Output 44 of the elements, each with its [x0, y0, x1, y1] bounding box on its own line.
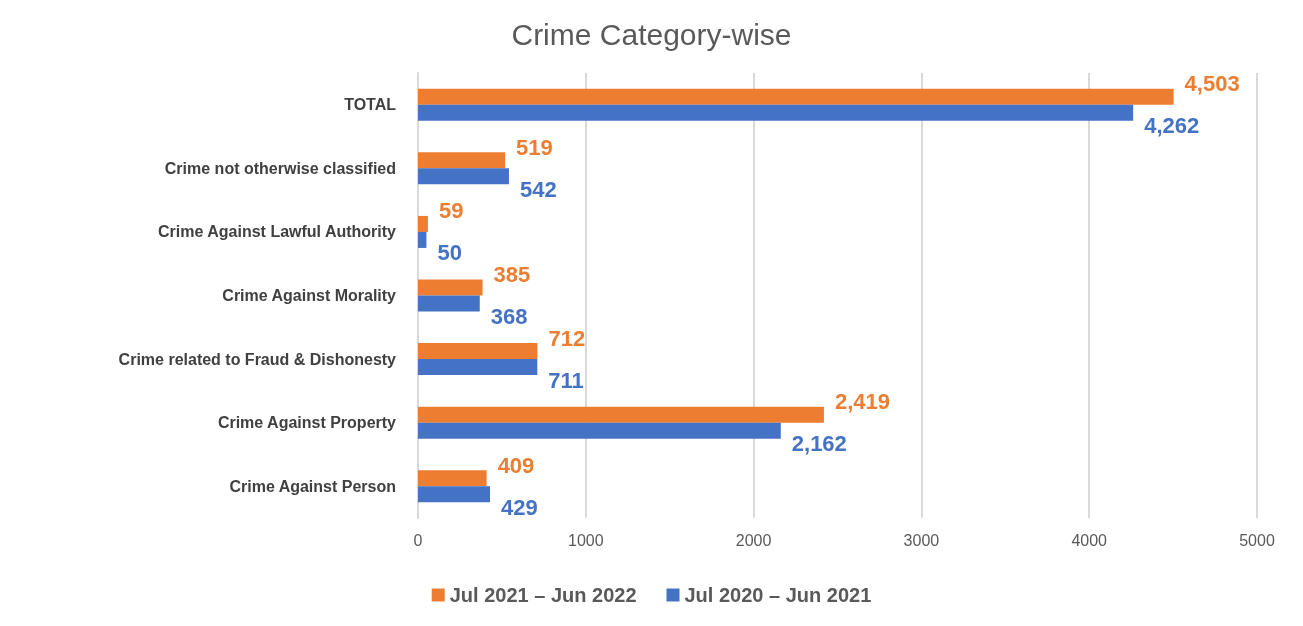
bar: [418, 486, 490, 503]
legend-label: Jul 2021 – Jun 2022: [449, 584, 637, 606]
bar: [418, 104, 1134, 121]
x-tick-label: 2000: [735, 531, 772, 549]
y-tick-label: Crime Against Lawful Authority: [158, 223, 397, 241]
data-label: 542: [519, 176, 557, 202]
data-label: 368: [490, 304, 528, 329]
bar: [418, 231, 427, 248]
y-tick-label: Crime not otherwise classified: [164, 159, 396, 177]
data-label: 429: [500, 494, 538, 520]
y-tick-label: Crime Against Property: [217, 414, 397, 432]
bar: [418, 359, 538, 376]
x-tick-label: 3000: [903, 531, 940, 549]
chart-title: Crime Category-wise: [511, 17, 792, 51]
data-label: 711: [548, 367, 584, 393]
data-label: 409: [497, 452, 535, 478]
bar: [418, 406, 824, 423]
bar: [418, 470, 487, 487]
x-tick-label: 4000: [1071, 531, 1108, 549]
data-label: 4,262: [1144, 113, 1200, 139]
bar: [418, 88, 1174, 105]
data-label: 712: [548, 325, 586, 351]
bar: [418, 343, 538, 360]
data-label: 385: [493, 262, 531, 287]
bar: [418, 295, 480, 312]
bar: [418, 152, 506, 169]
data-label: 50: [437, 240, 462, 266]
data-label: 59: [438, 198, 464, 224]
data-label: 2,162: [791, 431, 847, 457]
bar: [418, 279, 483, 296]
y-tick-label: TOTAL: [344, 96, 397, 114]
data-label: 519: [516, 134, 553, 160]
bar: [418, 422, 781, 439]
legend-label: Jul 2020 – Jun 2021: [684, 584, 872, 606]
x-tick-label: 1000: [568, 531, 604, 549]
bar: [418, 168, 509, 185]
y-tick-label: Crime related to Fraud & Dishonesty: [118, 350, 397, 368]
x-tick-label: 5000: [1239, 531, 1275, 549]
data-label: 2,419: [834, 389, 890, 415]
bar: [418, 215, 428, 232]
y-tick-label: Crime Against Morality: [222, 287, 397, 304]
data-label: 4,503: [1184, 71, 1240, 97]
x-tick-label: 0: [413, 531, 423, 549]
y-tick-label: Crime Against Person: [229, 477, 396, 495]
